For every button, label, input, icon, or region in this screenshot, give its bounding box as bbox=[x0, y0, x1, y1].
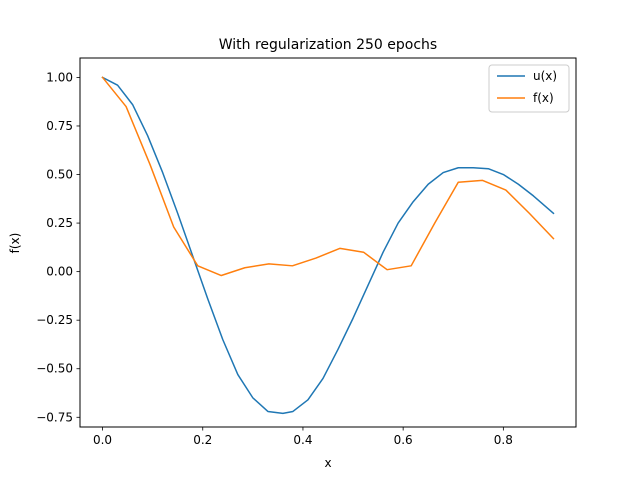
series-layer bbox=[101, 76, 555, 415]
y-tick-label: 0.00 bbox=[46, 265, 73, 279]
series-line-1 bbox=[101, 76, 555, 277]
ticks-layer: 0.0 0.2 0.4 0.6 0.8 −0.75 −0.50 −0.25 0.00 0.25 0.… bbox=[36, 70, 513, 447]
plot-frame bbox=[79, 57, 577, 428]
x-tick-label: 0.0 bbox=[93, 433, 112, 447]
y-tick-label: 1.00 bbox=[46, 70, 73, 84]
legend-label-f: f(x) bbox=[533, 91, 554, 105]
y-tick-label: −0.75 bbox=[36, 410, 73, 424]
x-tick-label: 0.8 bbox=[494, 433, 513, 447]
y-tick-label: 0.50 bbox=[46, 168, 73, 182]
y-tick-label: −0.25 bbox=[36, 313, 73, 327]
chart-title: With regularization 250 epochs bbox=[219, 37, 437, 53]
y-tick-label: 0.25 bbox=[46, 216, 73, 230]
x-axis-label: x bbox=[324, 456, 331, 470]
series-line-0 bbox=[101, 76, 555, 415]
y-axis-label: f(x) bbox=[8, 233, 22, 254]
x-tick-label: 0.4 bbox=[293, 433, 312, 447]
x-tick-label: 0.2 bbox=[193, 433, 212, 447]
y-tick-label: −0.50 bbox=[36, 362, 73, 376]
y-tick-label: 0.75 bbox=[46, 119, 73, 133]
x-tick-label: 0.6 bbox=[394, 433, 413, 447]
legend: u(x) f(x) bbox=[488, 64, 570, 113]
legend-label-u: u(x) bbox=[533, 69, 557, 83]
